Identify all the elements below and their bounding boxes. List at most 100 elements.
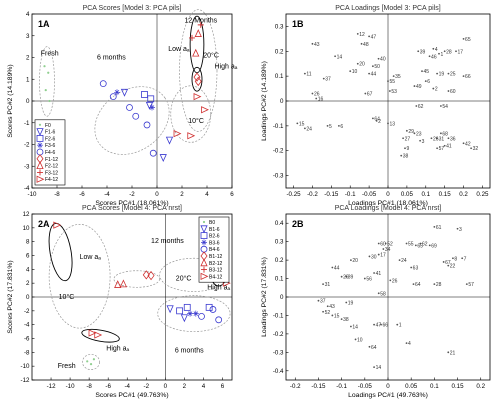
data-point-f4-12 <box>187 132 196 140</box>
data-point-f3-12 <box>189 34 195 41</box>
loading-point <box>331 314 334 317</box>
loading-point <box>433 226 436 228</box>
y-tick-label: 4 <box>26 11 30 18</box>
y-tick-label: -0.3 <box>273 173 284 180</box>
loading-label: 34 <box>385 247 391 253</box>
loading-label: 5 <box>329 124 332 130</box>
y-tick-label: 0.3 <box>275 23 284 30</box>
y-tick-label: 4 <box>26 266 30 273</box>
loading-label: 7 <box>464 256 467 262</box>
loading-label: 10 <box>357 337 363 343</box>
data-point-f4-6 <box>132 112 140 120</box>
loading-label: 15 <box>334 313 340 319</box>
y-tick-label: 8 <box>26 239 30 246</box>
loading-point <box>443 50 446 53</box>
x-tick-label: 2 <box>180 191 184 198</box>
y-tick-label: 0.1 <box>275 73 284 80</box>
loading-label: 60 <box>380 242 386 248</box>
loading-label: 44 <box>371 72 377 78</box>
data-point-f2-12 <box>194 29 202 37</box>
legend-marker-f0 <box>38 123 42 126</box>
loading-point <box>421 70 423 73</box>
data-point-b2-12 <box>119 279 128 288</box>
data-point-b0 <box>92 358 96 361</box>
annotation: 20°C <box>203 52 219 60</box>
legend-marker-f3-6 <box>37 142 43 149</box>
loading-point <box>419 139 422 142</box>
legend-marker-f2-12 <box>36 161 44 170</box>
loading-point <box>349 70 352 73</box>
loading-label: 6 <box>340 124 343 130</box>
data-point-f4-6 <box>126 104 133 111</box>
legend-marker-b4-12 <box>200 272 209 281</box>
loading-point <box>303 72 306 75</box>
data-point-b2-6 <box>205 303 213 311</box>
legend-label: B1-12 <box>209 254 223 260</box>
legend-label: F4-6 <box>45 150 56 156</box>
group-ellipse <box>82 354 100 370</box>
data-point-f0 <box>44 89 47 92</box>
loading-point <box>322 310 324 313</box>
group-ellipse <box>94 86 170 155</box>
y-tick-label: -12 <box>21 377 31 384</box>
loading-point <box>315 97 318 100</box>
legend-marker-f3-12 <box>37 169 43 176</box>
loading-label: 27 <box>405 136 411 142</box>
loading-point <box>303 127 306 130</box>
loading-label: 15 <box>299 121 305 127</box>
loading-label: 28 <box>436 282 442 288</box>
x-tick-label: -10 <box>28 191 38 198</box>
group-ellipse <box>191 66 203 92</box>
loading-label: 47 <box>371 34 377 40</box>
y-tick-label: -2 <box>24 308 30 315</box>
legend-label: F1-6 <box>45 130 56 136</box>
data-point-f4-12 <box>193 93 202 101</box>
loading-point <box>371 117 374 120</box>
annotation: 12 months <box>151 238 184 245</box>
loading-point <box>373 323 375 326</box>
loading-label: 58 <box>380 291 386 297</box>
y-tick-label: -0.3 <box>273 349 284 356</box>
loading-label: 1 <box>399 323 402 329</box>
loading-point <box>322 77 325 80</box>
loading-label: 57 <box>439 146 445 152</box>
data-point-b0 <box>86 360 89 363</box>
loading-label: 57 <box>468 282 474 288</box>
loading-label: 52 <box>387 242 393 248</box>
x-tick-label: 0 <box>164 383 168 390</box>
loading-point <box>398 259 401 262</box>
loading-point <box>364 92 367 95</box>
loading-point <box>388 90 391 92</box>
chart-title: PCA Loadings [Model 4: PCA nrst] <box>335 205 442 212</box>
x-tick-label: -4 <box>124 383 130 390</box>
group-ellipse <box>170 85 212 143</box>
y-tick-label: -0.2 <box>273 331 284 338</box>
data-point-b3-6 <box>192 310 199 317</box>
loading-label: 24 <box>401 258 407 264</box>
annotation: 10°C <box>59 293 75 301</box>
loading-label: 24 <box>306 126 312 132</box>
y-axis-label: Loadings PC#2 (17.831%) <box>261 257 268 337</box>
loading-label: 66 <box>465 74 471 80</box>
y-tick-label: -4 <box>24 322 30 329</box>
loading-label: 32 <box>473 146 479 152</box>
loading-point <box>382 248 385 250</box>
loading-label: 17 <box>380 253 386 259</box>
loading-label: 16 <box>318 97 324 103</box>
loading-label: 53 <box>391 89 397 95</box>
y-tick-label: 0 <box>280 98 284 105</box>
x-tick-label: -2 <box>144 383 150 390</box>
legend-marker-b2-12 <box>200 258 208 267</box>
loading-label: 56 <box>366 277 372 283</box>
y-tick-label: 0.1 <box>275 276 284 283</box>
loading-label: 3 <box>422 139 425 145</box>
loading-point <box>447 90 450 92</box>
data-point-f1-12 <box>193 72 201 82</box>
legend-marker-f2-6 <box>36 134 44 142</box>
loading-point <box>354 338 357 341</box>
loading-label: 4 <box>435 47 438 53</box>
group-ellipse <box>48 224 111 329</box>
loading-label: 37 <box>320 299 326 305</box>
loading-point <box>368 255 371 258</box>
